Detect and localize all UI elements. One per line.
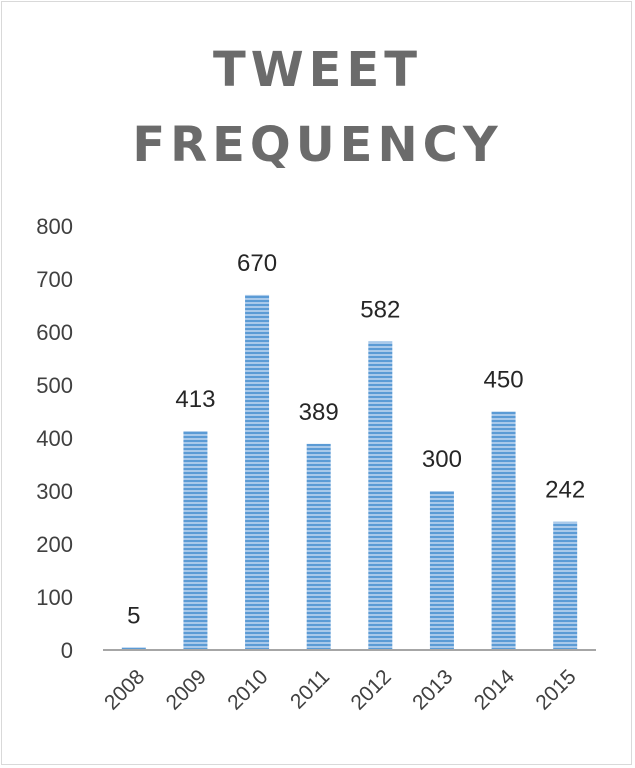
- bar-2015: [553, 521, 578, 650]
- data-label-2013: 300: [422, 446, 462, 473]
- x-tick-label: 2009: [162, 665, 211, 714]
- bar-2011: [306, 443, 331, 650]
- chart-title-line-1: TWEET: [212, 42, 422, 98]
- data-labels: 5 413 670 389 582 300 450 242: [127, 250, 585, 629]
- bars: [121, 294, 578, 650]
- data-label-2010: 670: [237, 250, 277, 277]
- data-label-2012: 582: [360, 297, 400, 324]
- chart-title-line-2: FREQUENCY: [132, 117, 503, 173]
- x-tick-label: 2008: [100, 665, 149, 714]
- y-tick-label: 800: [36, 214, 73, 239]
- bar-2009: [183, 431, 208, 650]
- x-tick-label: 2010: [223, 665, 272, 714]
- y-tick-label: 300: [36, 479, 73, 504]
- x-tick-label: 2012: [347, 665, 396, 714]
- x-tick-label: 2014: [470, 665, 520, 715]
- y-tick-label: 400: [36, 426, 73, 451]
- x-axis: 2008 2009 2010 2011 2012 2013 2014 2015: [100, 649, 596, 715]
- data-label-2009: 413: [175, 386, 215, 413]
- bar-2008: [121, 647, 146, 650]
- data-label-2008: 5: [127, 602, 140, 629]
- bar-2012: [368, 341, 393, 650]
- y-tick-label: 700: [36, 267, 73, 292]
- y-tick-label: 100: [36, 585, 73, 610]
- x-tick-label: 2013: [408, 665, 457, 714]
- data-label-2015: 242: [545, 477, 585, 504]
- x-tick-label: 2015: [531, 665, 580, 714]
- y-tick-label: 600: [36, 320, 73, 345]
- data-label-2011: 389: [299, 399, 339, 426]
- bar-2014: [491, 411, 516, 650]
- bar-2013: [429, 491, 454, 650]
- y-tick-label: 200: [36, 532, 73, 557]
- data-label-2014: 450: [484, 367, 524, 394]
- x-tick-label: 2011: [286, 665, 334, 713]
- bar-2010: [245, 294, 270, 650]
- y-tick-label: 500: [36, 373, 73, 398]
- y-axis: 0 100 200 300 400 500 600 700 800: [36, 214, 73, 663]
- y-tick-label: 0: [61, 638, 73, 663]
